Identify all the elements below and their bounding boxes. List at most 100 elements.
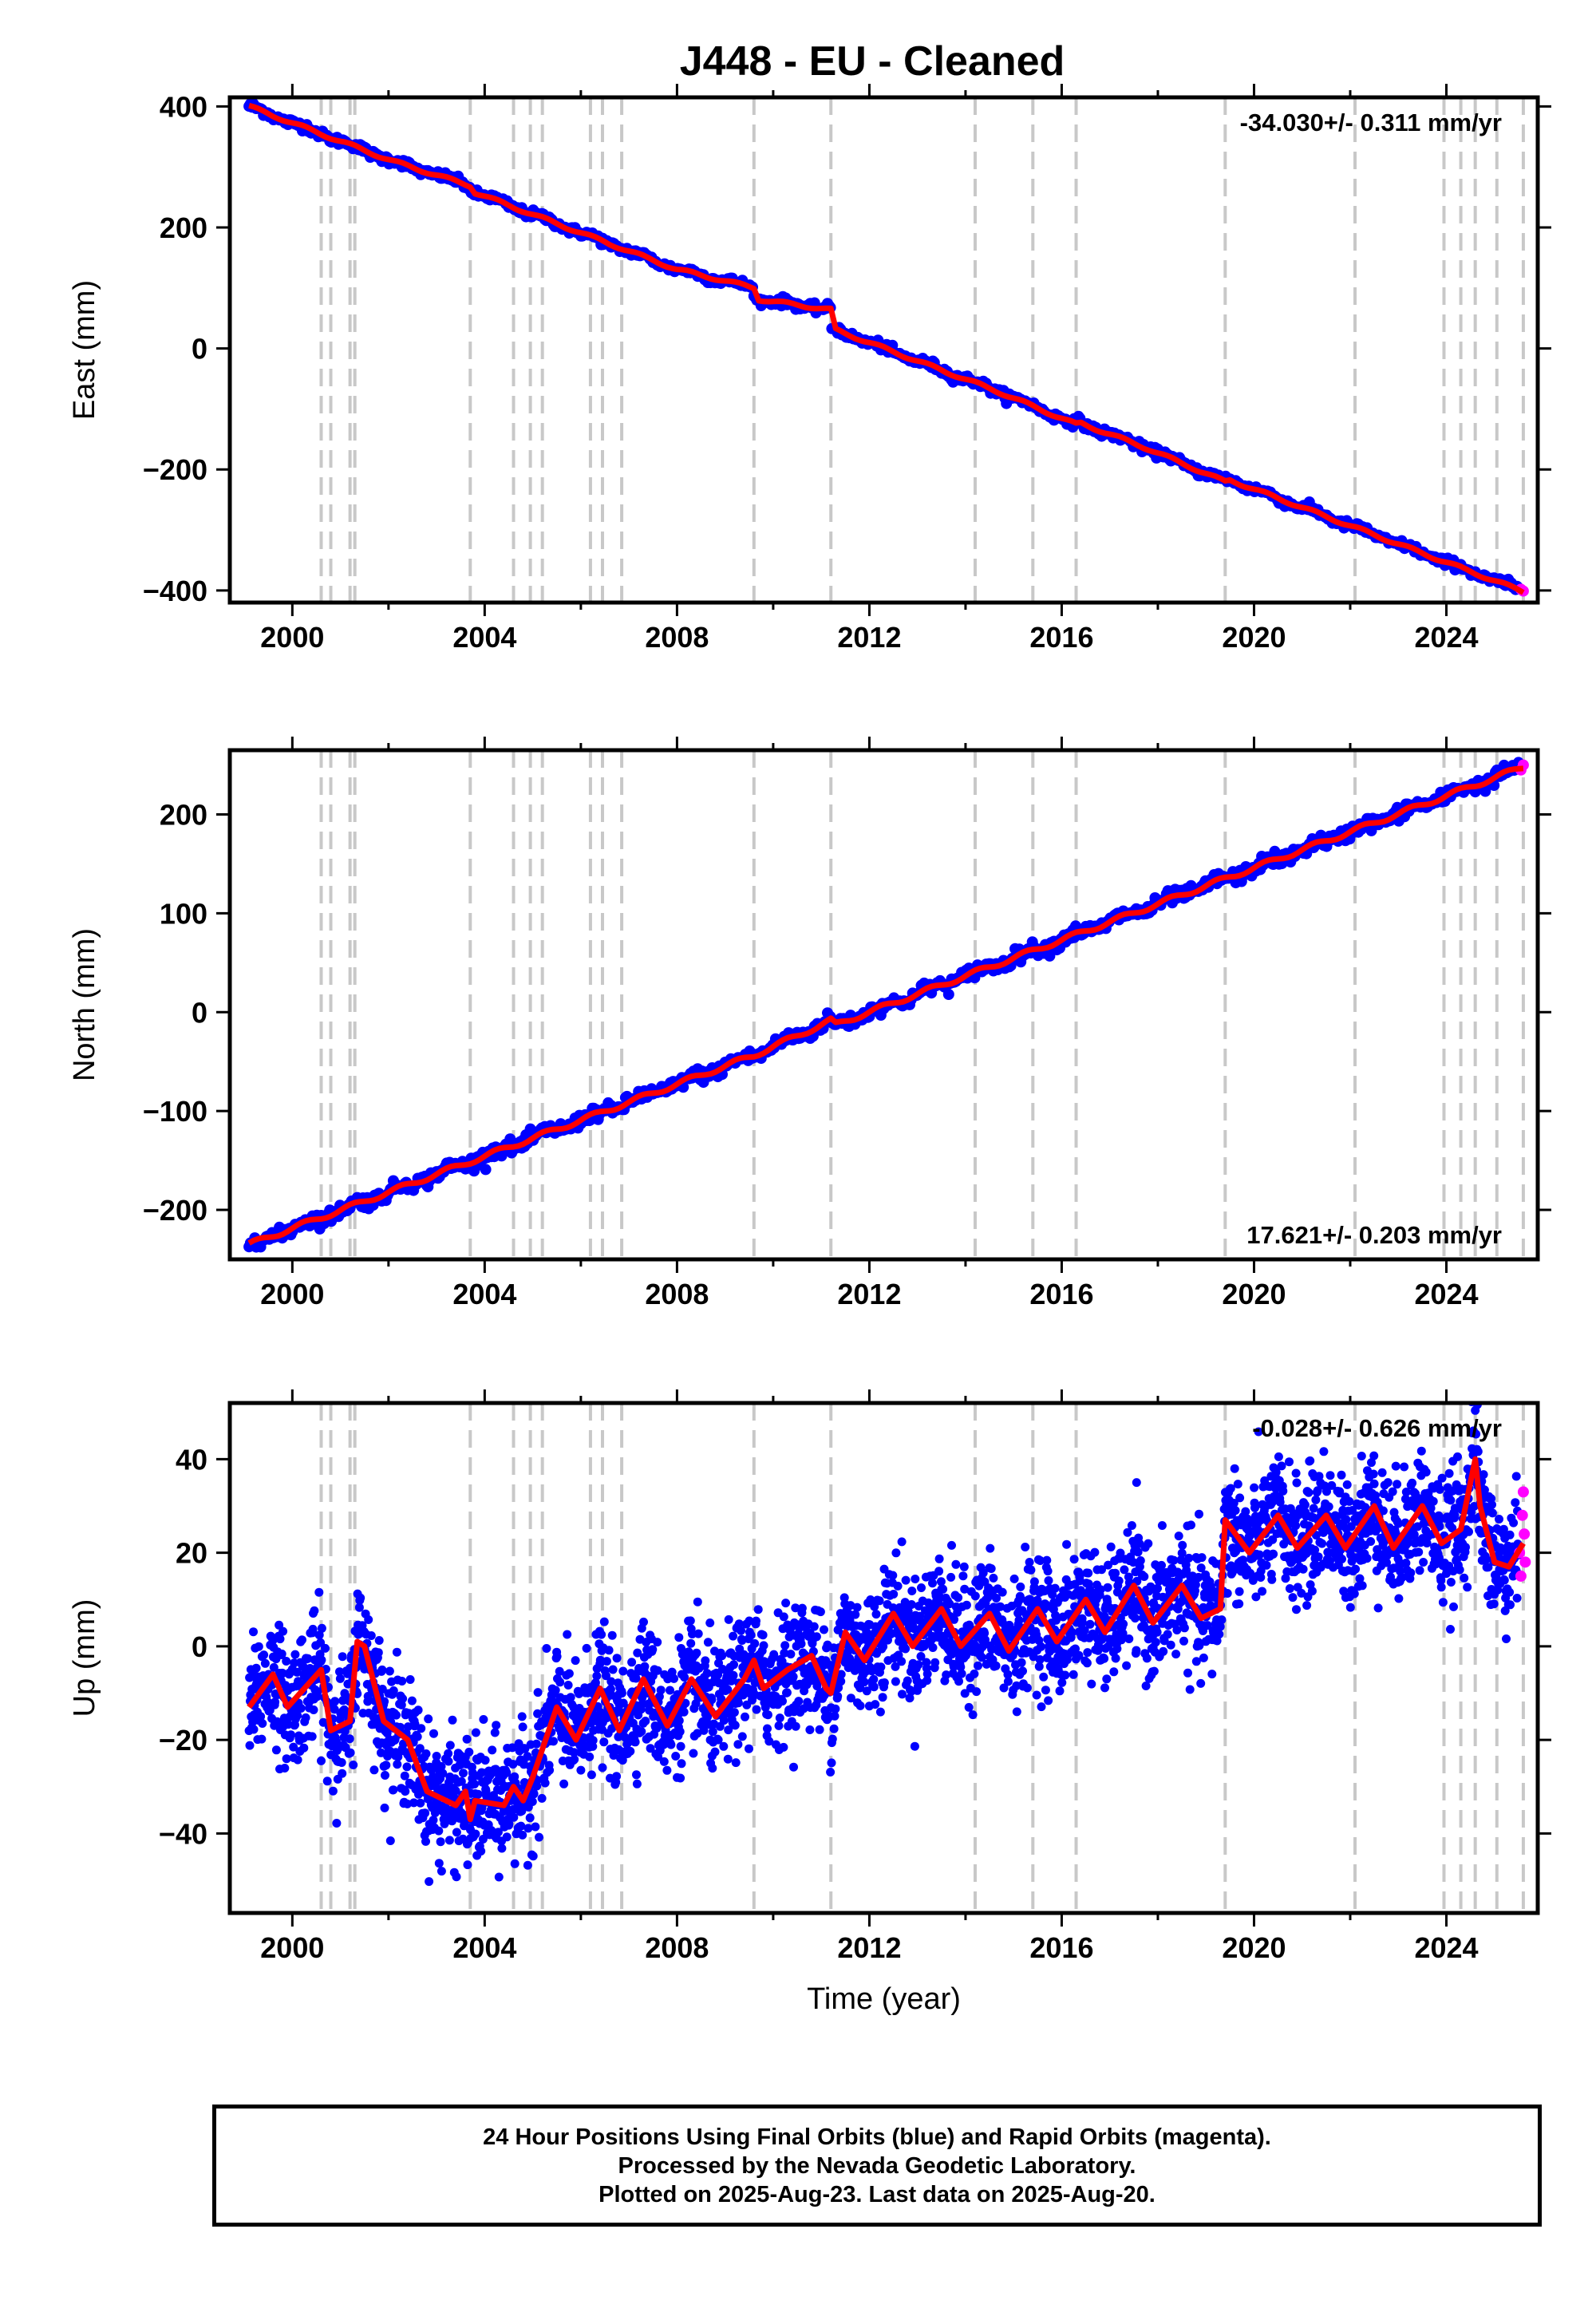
data-point (791, 1721, 800, 1731)
data-point (670, 1674, 678, 1683)
data-point (385, 1666, 394, 1676)
data-point (797, 1603, 807, 1613)
data-point (876, 1662, 886, 1672)
data-point (607, 1630, 617, 1640)
data-point (1035, 1655, 1045, 1664)
data-point (604, 1646, 614, 1655)
data-point (1127, 1521, 1136, 1530)
data-point (970, 1591, 980, 1601)
data-point (968, 1710, 978, 1720)
data-point (259, 1650, 269, 1660)
data-point (805, 1725, 815, 1734)
data-point (401, 1787, 410, 1796)
data-point (298, 1635, 306, 1645)
data-point (826, 1768, 836, 1777)
data-point (1313, 1486, 1322, 1496)
data-point (271, 1697, 280, 1707)
data-point (836, 1677, 846, 1686)
data-point (607, 1724, 617, 1733)
data-point (1231, 1506, 1240, 1516)
data-point (525, 1813, 535, 1823)
data-point (1199, 1653, 1208, 1662)
data-point (789, 1762, 798, 1772)
data-point (437, 1761, 446, 1771)
data-point (1037, 1642, 1045, 1651)
data-point (1069, 1555, 1079, 1564)
data-point (275, 1620, 284, 1630)
data-point (606, 1677, 616, 1686)
x-tick-label: 2016 (1029, 1278, 1093, 1310)
data-point (1342, 1480, 1352, 1489)
data-point (599, 1737, 609, 1747)
data-point (656, 1686, 666, 1695)
data-point (494, 1872, 504, 1882)
data-point (905, 1694, 915, 1703)
data-point (888, 1571, 898, 1580)
data-point (277, 1649, 286, 1658)
data-point (956, 1662, 966, 1672)
data-point (587, 1770, 596, 1780)
data-point (1055, 1686, 1065, 1696)
data-point (708, 1727, 717, 1737)
data-point (1288, 1593, 1298, 1603)
data-point (1269, 1549, 1278, 1559)
data-point (1171, 1650, 1181, 1659)
data-point (1084, 1568, 1093, 1578)
data-point (1309, 1504, 1318, 1513)
data-point (609, 1751, 618, 1760)
data-point (380, 1697, 389, 1706)
data-point (415, 1744, 425, 1753)
plot-frame (227, 95, 1540, 605)
data-point (444, 1836, 454, 1845)
data-point (1304, 1488, 1314, 1497)
data-point (377, 1748, 385, 1757)
data-point (278, 1669, 287, 1678)
data-point (1291, 1521, 1301, 1531)
data-point (951, 1559, 961, 1569)
data-point (463, 1860, 472, 1870)
data-point (653, 1638, 662, 1647)
data-point (1112, 1644, 1122, 1654)
x-tick-label: 2008 (645, 621, 709, 654)
data-point (936, 1577, 946, 1587)
data-point (608, 1665, 618, 1674)
data-point (1292, 1605, 1301, 1614)
data-point (1317, 1539, 1327, 1548)
data-point (452, 1872, 461, 1882)
data-point (662, 1765, 672, 1775)
data-point (960, 1689, 970, 1698)
data-point (402, 1762, 412, 1772)
data-point (917, 1583, 926, 1592)
data-point (307, 1732, 317, 1741)
data-point (421, 1836, 430, 1846)
data-point (831, 1704, 840, 1713)
data-point (1292, 1478, 1302, 1488)
data-point (1082, 1658, 1092, 1668)
data-point (462, 1734, 472, 1744)
data-point (1281, 1574, 1290, 1583)
data-point (566, 1693, 575, 1702)
data-point (249, 1627, 258, 1637)
data-point (958, 1571, 968, 1581)
data-point (1085, 1619, 1095, 1629)
data-point (815, 1725, 824, 1734)
data-point (1277, 1461, 1286, 1471)
data-point (1069, 1670, 1078, 1679)
data-point (1042, 1555, 1052, 1565)
data-point (345, 1734, 354, 1744)
data-point (1196, 1563, 1206, 1573)
data-point (555, 1678, 565, 1687)
data-point (456, 1777, 466, 1786)
data-point (852, 1603, 862, 1612)
data-point (795, 1623, 804, 1633)
y-tick-label: 100 (160, 897, 207, 930)
data-point (637, 1727, 646, 1737)
data-point (1215, 1630, 1224, 1639)
data-point (282, 1754, 291, 1764)
data-point (322, 1777, 332, 1786)
data-point (1050, 1583, 1060, 1593)
data-point (328, 1786, 338, 1796)
data-point (1194, 1572, 1203, 1582)
data-point (680, 1673, 689, 1682)
data-point (675, 1727, 685, 1737)
